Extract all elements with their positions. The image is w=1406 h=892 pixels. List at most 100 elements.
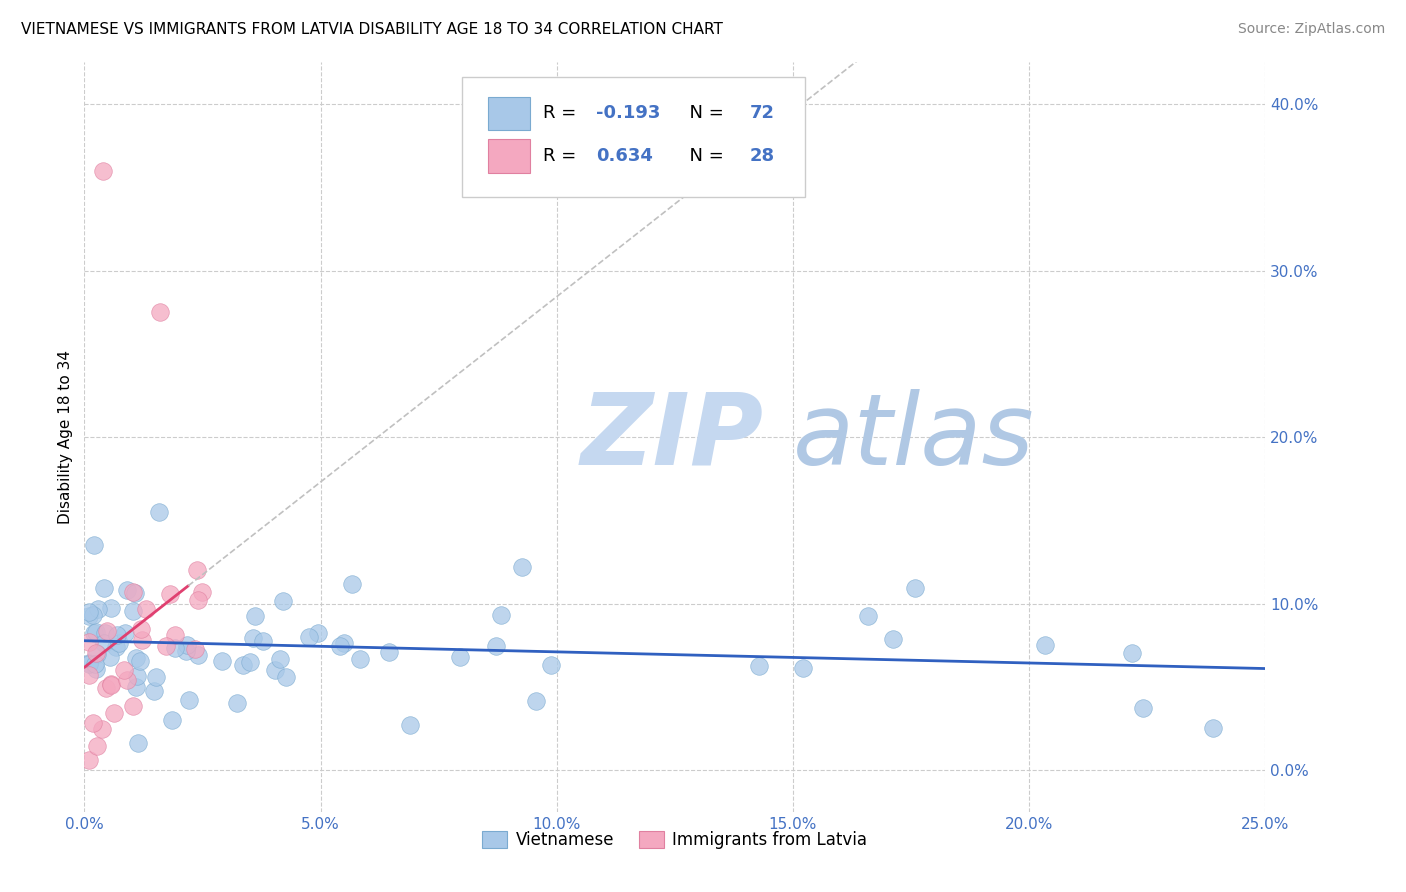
Point xyxy=(100,677,122,691)
Point xyxy=(91,722,114,736)
Point xyxy=(96,681,118,695)
Point xyxy=(243,608,266,623)
Point xyxy=(333,636,356,650)
Point xyxy=(274,670,297,684)
Point xyxy=(191,585,214,599)
Point xyxy=(904,582,927,596)
Point xyxy=(77,753,100,767)
Point xyxy=(128,654,150,668)
Point xyxy=(186,563,208,577)
Point xyxy=(485,639,508,653)
Point xyxy=(100,601,122,615)
Point xyxy=(83,626,105,640)
Point xyxy=(211,654,233,668)
Point xyxy=(176,638,198,652)
Point xyxy=(96,624,118,639)
Point xyxy=(349,652,371,666)
Point xyxy=(329,639,352,653)
Text: R =: R = xyxy=(543,104,582,122)
Point xyxy=(1121,646,1143,660)
Point xyxy=(77,668,100,682)
Point xyxy=(143,684,166,698)
FancyBboxPatch shape xyxy=(463,78,804,197)
Point xyxy=(239,656,262,670)
Text: 72: 72 xyxy=(749,104,775,122)
Point xyxy=(122,604,145,618)
Point xyxy=(127,736,149,750)
Text: ZIP: ZIP xyxy=(581,389,763,485)
Text: N =: N = xyxy=(679,104,730,122)
Text: -0.193: -0.193 xyxy=(596,104,661,122)
Point xyxy=(1202,722,1225,736)
Point xyxy=(264,663,287,677)
Point xyxy=(124,585,146,599)
Point xyxy=(398,717,420,731)
Point xyxy=(77,608,100,623)
Point xyxy=(77,605,100,619)
Point xyxy=(84,662,107,676)
Point xyxy=(1033,638,1056,652)
Point xyxy=(298,630,321,644)
Point xyxy=(103,706,125,720)
Point xyxy=(83,538,105,552)
Point xyxy=(148,505,170,519)
Point xyxy=(98,649,121,664)
Point xyxy=(165,628,187,642)
Point xyxy=(93,635,115,649)
Point xyxy=(77,656,100,670)
Point xyxy=(187,593,209,607)
Point xyxy=(449,649,471,664)
Text: 0.634: 0.634 xyxy=(596,147,652,165)
Point xyxy=(82,716,104,731)
Point xyxy=(84,646,107,660)
Point xyxy=(125,651,148,665)
Point xyxy=(77,634,100,648)
Text: R =: R = xyxy=(543,147,582,165)
Point xyxy=(108,636,131,650)
Point xyxy=(858,609,880,624)
Point xyxy=(187,648,209,663)
Point xyxy=(135,602,157,616)
Bar xyxy=(488,96,530,130)
Point xyxy=(125,680,148,694)
Point xyxy=(510,560,533,574)
Point xyxy=(489,608,512,623)
Point xyxy=(340,576,363,591)
Point xyxy=(114,626,136,640)
Point xyxy=(232,658,254,673)
Y-axis label: Disability Age 18 to 34: Disability Age 18 to 34 xyxy=(58,350,73,524)
Point xyxy=(748,658,770,673)
Point xyxy=(524,694,547,708)
Point xyxy=(307,626,329,640)
Point xyxy=(165,640,187,655)
Point xyxy=(378,644,401,658)
Point xyxy=(882,632,904,646)
Point xyxy=(160,714,183,728)
Point xyxy=(87,602,110,616)
Point xyxy=(540,658,562,673)
Point xyxy=(792,661,814,675)
Point xyxy=(1132,701,1154,715)
Point xyxy=(77,657,100,672)
Point xyxy=(122,584,145,599)
Point xyxy=(149,305,172,319)
Point xyxy=(100,677,122,691)
Point xyxy=(86,647,108,661)
Point xyxy=(225,696,247,710)
Point xyxy=(252,633,274,648)
Point xyxy=(131,633,153,648)
Legend: Vietnamese, Immigrants from Latvia: Vietnamese, Immigrants from Latvia xyxy=(475,824,875,855)
Point xyxy=(242,631,264,645)
Point xyxy=(84,657,107,671)
Point xyxy=(121,699,143,714)
Bar xyxy=(488,139,530,173)
Text: Source: ZipAtlas.com: Source: ZipAtlas.com xyxy=(1237,22,1385,37)
Point xyxy=(174,643,197,657)
Text: atlas: atlas xyxy=(793,389,1035,485)
Point xyxy=(117,673,139,687)
Point xyxy=(177,693,200,707)
Point xyxy=(84,625,107,640)
Text: VIETNAMESE VS IMMIGRANTS FROM LATVIA DISABILITY AGE 18 TO 34 CORRELATION CHART: VIETNAMESE VS IMMIGRANTS FROM LATVIA DIS… xyxy=(21,22,723,37)
Point xyxy=(269,652,291,666)
Point xyxy=(112,663,135,677)
